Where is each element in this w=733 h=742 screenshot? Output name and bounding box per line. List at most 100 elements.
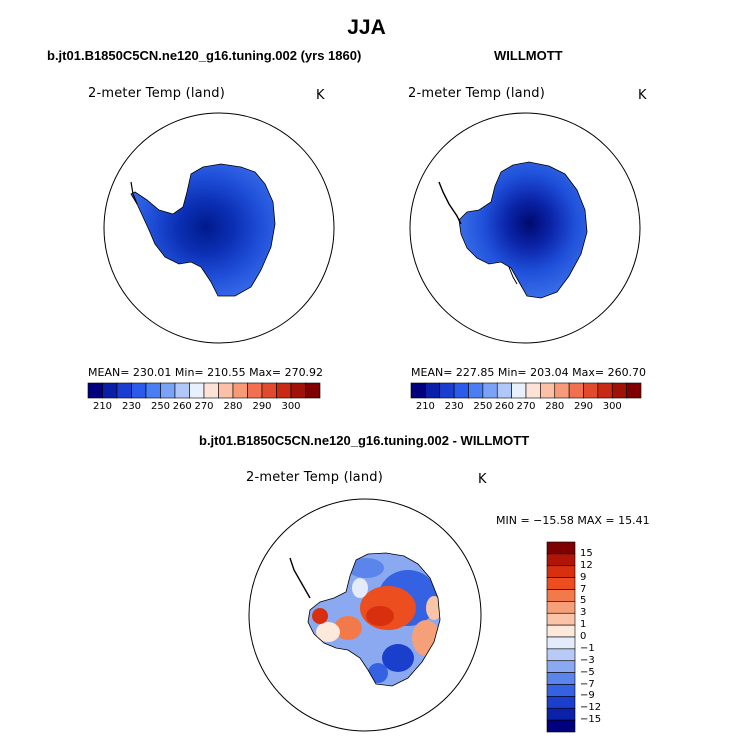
colorbar-swatch	[546, 648, 576, 662]
colorbar-swatch	[546, 601, 576, 614]
panel-2-map	[409, 112, 641, 344]
colorbar-tick-label: 280	[545, 401, 565, 412]
colorbar-tick-label: 7	[580, 583, 587, 595]
colorbar-tick-label: −7	[580, 678, 595, 690]
colorbar-swatch	[116, 382, 132, 399]
colorbar-swatch	[546, 624, 576, 638]
colorbar-swatch	[546, 541, 576, 555]
panel-3-units-label: K	[478, 472, 487, 487]
colorbar-tick-label: 300	[602, 401, 622, 412]
colorbar-swatch	[496, 382, 512, 399]
colorbar-tick-label: 300	[281, 401, 301, 412]
colorbar-swatch	[568, 382, 584, 399]
colorbar-swatch	[540, 382, 556, 399]
colorbar-tick-label: −1	[580, 642, 595, 654]
colorbar-swatch	[203, 382, 219, 399]
panel-2-title: WILLMOTT	[494, 48, 563, 63]
colorbar-tick-label: 5	[580, 595, 587, 607]
panel-1-title: b.jt01.B1850C5CN.ne120_g16.tuning.002 (y…	[47, 48, 362, 63]
colorbar-swatch	[410, 382, 426, 399]
panel-1-map	[103, 112, 335, 344]
colorbar-tick-label: 0	[580, 631, 587, 642]
colorbar-tick-label: 9	[580, 571, 587, 583]
colorbar-swatch	[232, 382, 248, 399]
colorbar-swatch	[102, 382, 118, 399]
colorbar-swatch	[546, 719, 576, 733]
panel-2-variable-label: 2-meter Temp (land)	[408, 86, 545, 101]
colorbar-swatch	[546, 660, 576, 673]
colorbar-swatch	[546, 565, 576, 578]
colorbar-swatch	[546, 636, 576, 650]
colorbar-tick-label: −5	[580, 666, 595, 678]
colorbar-tick-label: 250	[150, 401, 171, 412]
colorbar-tick-label: 230	[121, 401, 142, 412]
colorbar-tick-label: 210	[415, 401, 435, 412]
panel-2-units-label: K	[638, 88, 647, 103]
panel-2-antarctica-shape	[458, 161, 588, 299]
colorbar-swatch	[611, 382, 627, 399]
colorbar-swatch	[546, 589, 576, 602]
colorbar-tick-label: 250	[473, 401, 493, 412]
colorbar-swatch	[482, 382, 498, 399]
panel-2-colorbar	[410, 382, 642, 399]
panel-3-variable-label: 2-meter Temp (land)	[246, 470, 383, 485]
colorbar-swatch	[145, 382, 161, 399]
colorbar-swatch	[525, 382, 541, 399]
colorbar-swatch	[425, 382, 441, 399]
colorbar-tick-label: 270	[516, 401, 536, 412]
colorbar-swatch	[468, 382, 484, 399]
colorbar-tick-label: −15	[580, 714, 602, 726]
colorbar-tick-label: 270	[194, 401, 214, 412]
colorbar-swatch	[290, 382, 306, 399]
panel-1-units-label: K	[316, 88, 325, 103]
panel-1-colorbar	[87, 382, 321, 399]
colorbar-swatch	[546, 672, 576, 685]
colorbar-swatch	[626, 382, 642, 399]
colorbar-swatch	[87, 382, 103, 399]
colorbar-tick-label: 210	[92, 401, 113, 412]
colorbar-tick-label: 290	[573, 401, 594, 412]
colorbar-swatch	[546, 696, 576, 709]
colorbar-swatch	[546, 707, 576, 721]
colorbar-swatch	[546, 553, 576, 567]
colorbar-swatch	[160, 382, 176, 399]
colorbar-swatch	[597, 382, 613, 399]
colorbar-swatch	[174, 382, 190, 399]
colorbar-swatch	[546, 612, 576, 626]
colorbar-tick-label: 15	[580, 547, 593, 559]
colorbar-swatch	[189, 382, 205, 399]
figure-title: JJA	[347, 16, 386, 39]
panel-1-antarctica-shape	[130, 163, 276, 297]
colorbar-swatch	[511, 382, 527, 399]
panel-3-title: b.jt01.B1850C5CN.ne120_g16.tuning.002 - …	[199, 433, 530, 448]
panel-3-map	[248, 498, 482, 732]
colorbar-tick-label: −9	[580, 690, 595, 702]
colorbar-tick-label: 3	[580, 607, 587, 619]
panel-2-stats: MEAN= 227.85 Min= 203.04 Max= 260.70	[411, 366, 647, 379]
colorbar-tick-label: 290	[252, 401, 272, 412]
colorbar-tick-label: 280	[223, 401, 243, 412]
panel-3-stats: MIN = −15.58 MAX = 15.41	[496, 514, 650, 527]
colorbar-swatch	[546, 684, 576, 697]
colorbar-swatch	[546, 577, 576, 590]
colorbar-swatch	[218, 382, 234, 399]
colorbar-swatch	[247, 382, 263, 399]
colorbar-swatch	[439, 382, 455, 399]
colorbar-tick-label: 260	[494, 401, 514, 412]
panel-1-variable-label: 2-meter Temp (land)	[88, 86, 225, 101]
colorbar-swatch	[453, 382, 469, 399]
panel-3-colorbar	[546, 541, 576, 733]
colorbar-tick-label: 1	[580, 619, 587, 631]
colorbar-tick-label: 12	[580, 559, 593, 571]
colorbar-swatch	[583, 382, 599, 399]
colorbar-tick-label: −3	[580, 654, 595, 666]
colorbar-swatch	[261, 382, 277, 399]
colorbar-swatch	[131, 382, 147, 399]
colorbar-tick-label: 260	[172, 401, 192, 412]
colorbar-tick-label: 230	[444, 401, 464, 412]
panel-1-stats: MEAN= 230.01 Min= 210.55 Max= 270.92	[88, 366, 324, 379]
colorbar-swatch	[554, 382, 570, 399]
colorbar-swatch	[305, 382, 321, 399]
colorbar-swatch	[276, 382, 292, 399]
colorbar-tick-label: −12	[580, 702, 602, 714]
